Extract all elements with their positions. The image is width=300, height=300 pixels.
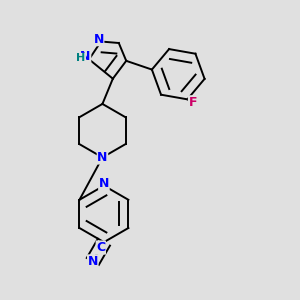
- Text: N: N: [99, 177, 109, 190]
- Text: N: N: [88, 255, 98, 268]
- Text: H: H: [76, 53, 86, 64]
- Text: F: F: [188, 96, 197, 109]
- Text: C: C: [96, 241, 105, 254]
- Text: N: N: [97, 151, 108, 164]
- Text: N: N: [93, 33, 104, 46]
- Text: N: N: [80, 50, 91, 64]
